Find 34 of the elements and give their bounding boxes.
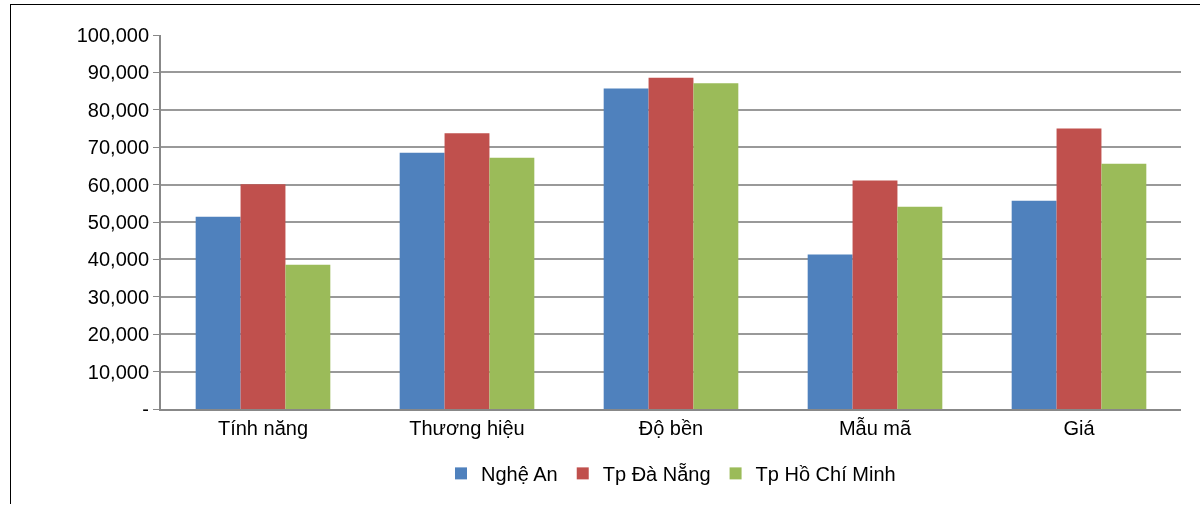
y-tick-label: - bbox=[142, 398, 149, 420]
y-tick-label: 100,000 bbox=[76, 24, 149, 46]
bar bbox=[693, 83, 739, 409]
y-tick-label: 40,000 bbox=[87, 248, 149, 271]
y-tick-label: 70,000 bbox=[87, 136, 149, 159]
bar bbox=[648, 77, 694, 409]
bar bbox=[807, 254, 853, 409]
y-tick-label: 50,000 bbox=[87, 211, 149, 233]
y-tick-label: 90,000 bbox=[87, 61, 149, 84]
bar bbox=[1011, 200, 1057, 409]
bar bbox=[444, 133, 490, 409]
bar bbox=[1101, 163, 1147, 409]
x-tick-label: Thương hiệu bbox=[409, 417, 525, 439]
bar bbox=[399, 152, 445, 409]
bar bbox=[897, 206, 943, 409]
y-tick-label: 60,000 bbox=[87, 173, 149, 196]
y-tick-label: 80,000 bbox=[87, 98, 149, 121]
bar bbox=[852, 180, 898, 409]
x-tick-label: Tính năng bbox=[217, 417, 309, 439]
x-tick-label: Độ bền bbox=[638, 417, 704, 439]
legend-label: Tp Hồ Chí Minh bbox=[755, 463, 896, 486]
y-tick-label: 10,000 bbox=[87, 360, 149, 383]
bar bbox=[195, 216, 241, 409]
y-tick-label: 30,000 bbox=[87, 285, 149, 308]
x-tick-label: Giá bbox=[1063, 417, 1096, 439]
x-tick-label: Mẫu mã bbox=[838, 417, 912, 439]
bar bbox=[240, 184, 286, 409]
legend-label: Nghệ An bbox=[481, 463, 558, 486]
bar bbox=[489, 157, 535, 409]
bar bbox=[603, 88, 649, 409]
bar bbox=[285, 264, 331, 409]
y-tick-label: 20,000 bbox=[87, 323, 149, 346]
bar bbox=[1056, 128, 1102, 409]
legend-label: Tp Đà Nẵng bbox=[602, 463, 711, 486]
